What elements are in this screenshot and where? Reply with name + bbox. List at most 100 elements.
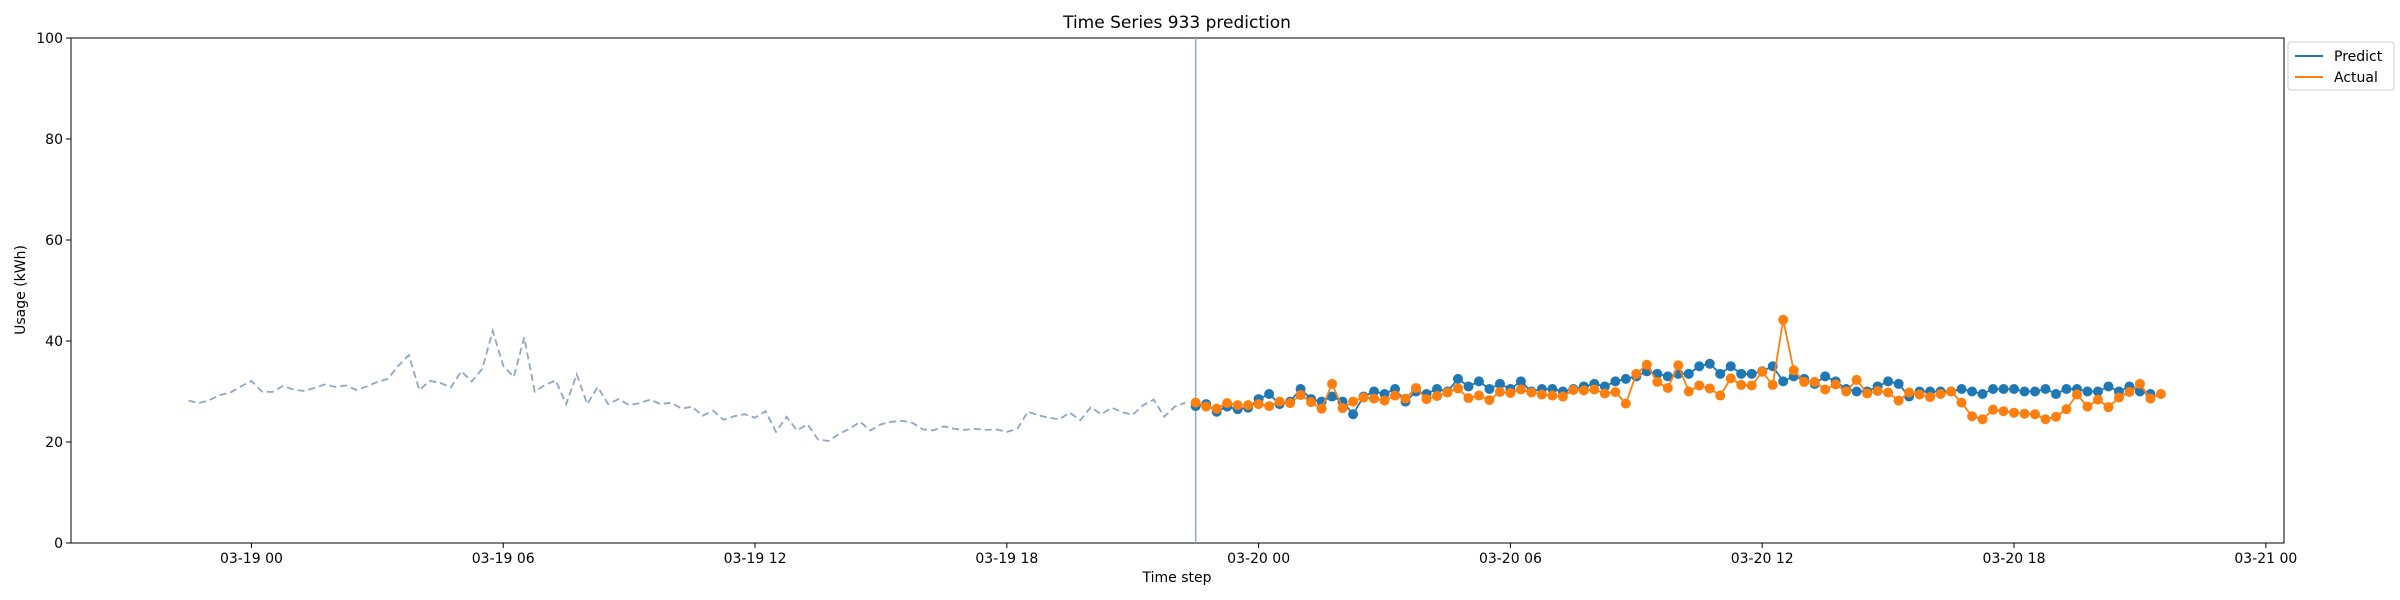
predict-point (2092, 386, 2103, 397)
actual-point (1841, 386, 1852, 397)
series-actual (1190, 314, 2166, 425)
actual-point (1673, 360, 1684, 371)
x-tick-label: 03-19 18 (975, 551, 1038, 567)
actual-point (1862, 388, 1873, 399)
legend-label-actual: Actual (2334, 70, 2378, 86)
actual-point (1515, 384, 1526, 395)
legend-label-predict: Predict (2334, 49, 2383, 65)
predict-point (1715, 368, 1726, 379)
x-tick-label: 03-20 06 (1479, 551, 1542, 567)
predict-point (1977, 389, 1988, 400)
actual-point (1379, 395, 1390, 406)
actual-point (1820, 384, 1831, 395)
actual-point (1316, 403, 1327, 414)
actual-point (2061, 404, 2072, 415)
actual-point (1694, 380, 1705, 391)
predict-point (2134, 386, 2145, 397)
actual-point (1914, 389, 1925, 400)
predict-point (1473, 376, 1484, 387)
actual-point (1715, 390, 1726, 401)
actual-point (1589, 384, 1600, 395)
legend: Predict Actual (2287, 41, 2395, 91)
actual-point (1190, 397, 1201, 408)
actual-point (1274, 396, 1285, 407)
actual-point (1799, 376, 1810, 387)
predict-point (2009, 383, 2020, 394)
actual-point (1935, 389, 1946, 400)
actual-point (1988, 404, 1999, 415)
actual-point (1473, 390, 1484, 401)
predict-point (1704, 358, 1715, 369)
x-tick-label: 03-19 06 (472, 551, 535, 567)
x-tick-label: 03-20 18 (1983, 551, 2046, 567)
y-tick-label: 60 (45, 233, 63, 249)
predict-point (1988, 383, 1999, 394)
predict-point (1736, 368, 1747, 379)
predict-point (1683, 368, 1694, 379)
actual-point (1442, 387, 1453, 398)
actual-point (1264, 401, 1275, 412)
actual-point (2103, 402, 2114, 413)
predict-point (1431, 383, 1442, 394)
predict-point (1348, 409, 1359, 420)
actual-point (1883, 387, 1894, 398)
actual-point (1568, 384, 1579, 395)
actual-point (1599, 388, 1610, 399)
actual-point (2092, 394, 2103, 405)
actual-point (1998, 406, 2009, 417)
actual-point (1358, 392, 1369, 403)
actual-point (1295, 390, 1306, 401)
actual-point (1348, 396, 1359, 407)
actual-point (2113, 392, 2124, 403)
predict-point (1463, 381, 1474, 392)
actual-point (1411, 382, 1422, 393)
predict-point (1620, 373, 1631, 384)
actual-point (1746, 380, 1757, 391)
actual-point (1767, 379, 1778, 390)
actual-point (2155, 389, 2166, 400)
predict-point (1494, 378, 1505, 389)
actual-point (1557, 391, 1568, 402)
history-line (188, 327, 1186, 442)
predict-point (1610, 376, 1621, 387)
actual-point (1683, 386, 1694, 397)
actual-point (1967, 411, 1978, 422)
predict-point (1662, 371, 1673, 382)
y-tick-label: 20 (45, 435, 63, 451)
actual-point (1337, 403, 1348, 414)
actual-point (2124, 387, 2135, 398)
predict-point (1264, 389, 1275, 400)
predict-point (1452, 373, 1463, 384)
predict-point (1820, 371, 1831, 382)
actual-point (1809, 376, 1820, 387)
actual-point (2009, 407, 2020, 418)
actual-point (1725, 373, 1736, 384)
actual-point (1306, 397, 1317, 408)
x-tick-label: 03-19 12 (724, 551, 787, 567)
x-tick-label: 03-20 12 (1731, 551, 1794, 567)
actual-point (2019, 408, 2030, 419)
history-series (188, 327, 1186, 442)
y-tick-label: 40 (45, 334, 63, 350)
predict-point (1956, 383, 1967, 394)
actual-point (1452, 383, 1463, 394)
actual-point (1652, 376, 1663, 387)
actual-point (1484, 395, 1495, 406)
actual-point (2071, 389, 2082, 400)
actual-point (1610, 387, 1621, 398)
actual-point (1369, 393, 1380, 404)
x-axis-label: Time step (1142, 570, 1212, 586)
actual-point (1851, 374, 1862, 385)
predict-point (1893, 378, 1904, 389)
actual-point (1778, 314, 1789, 325)
predict-point (2103, 381, 2114, 392)
x-tick-label: 03-21 00 (2234, 551, 2297, 567)
actual-point (1390, 390, 1401, 401)
actual-point (1631, 368, 1642, 379)
actual-point (1620, 398, 1631, 409)
predict-point (2050, 389, 2061, 400)
actual-point (2082, 401, 2093, 412)
actual-point (1463, 393, 1474, 404)
actual-point (1232, 400, 1243, 411)
predict-point (1851, 386, 1862, 397)
